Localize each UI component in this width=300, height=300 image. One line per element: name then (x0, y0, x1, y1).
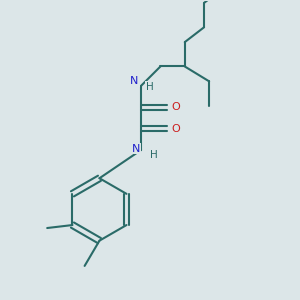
Text: O: O (171, 102, 180, 112)
Text: N: N (131, 143, 140, 154)
Text: N: N (130, 76, 139, 86)
Text: H: H (150, 150, 158, 160)
Text: O: O (171, 124, 180, 134)
Text: H: H (146, 82, 153, 92)
